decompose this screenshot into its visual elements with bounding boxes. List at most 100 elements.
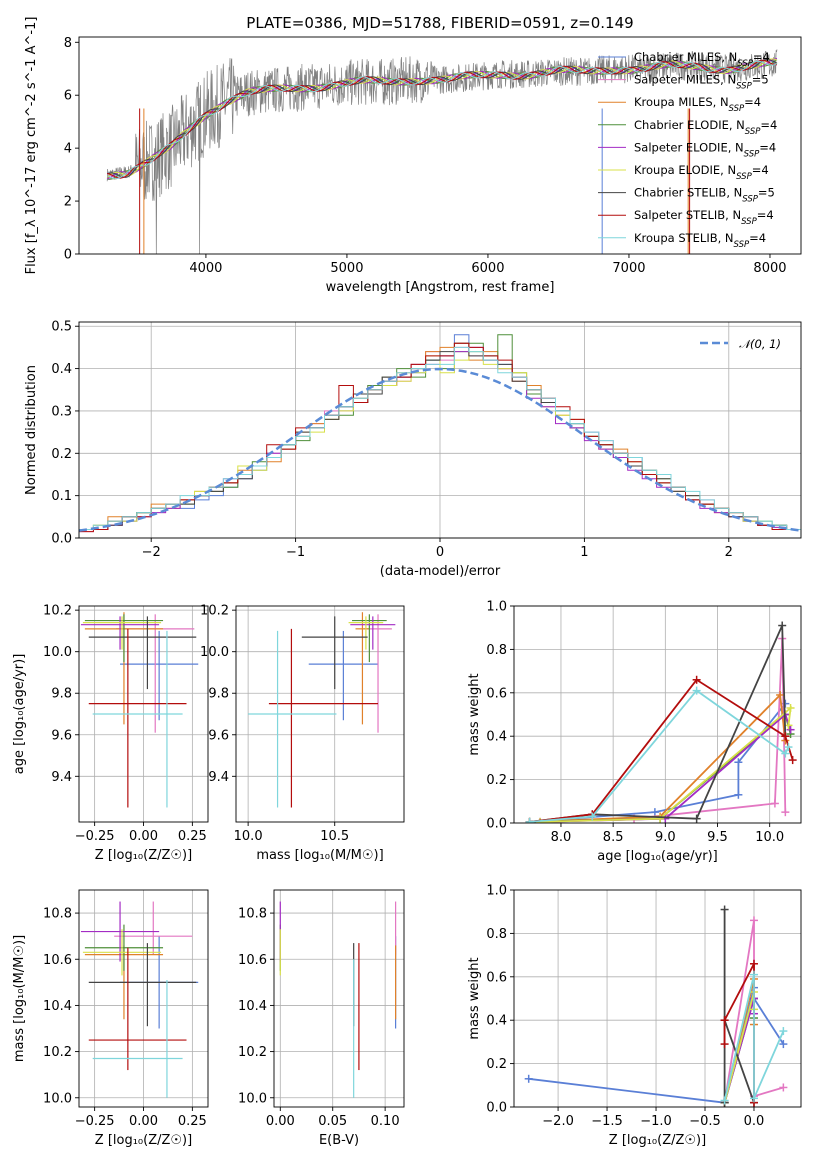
y-tick-label: 10.2: [238, 1045, 267, 1060]
x-tick-label: −1.5: [591, 1114, 623, 1129]
mass-weight-vs-age-frame: 8.0 8.5 9.0 9.5 10.0 0.0 0.2 0.4 0.6 0.8 1.0 age [l…: [467, 600, 802, 864]
x-tick-label: −0.5: [689, 1114, 721, 1129]
y-tick-label: 10.2: [43, 604, 72, 619]
legend-subscript: SSP: [737, 59, 753, 69]
spectrum-model-line: [106, 60, 778, 180]
legend-subscript: SSP: [742, 195, 758, 205]
y-tick-label: 10.0: [238, 1091, 267, 1106]
legend-value: =4: [753, 50, 770, 64]
x-tick-label: −1.0: [640, 1114, 672, 1129]
y-tick-label: 10.4: [238, 999, 267, 1014]
spectrum-model-line: [107, 59, 778, 179]
mass-weight-vs-age-axes-frame: [513, 605, 802, 824]
x-tick-label: 9.0: [655, 830, 676, 845]
legend-entry: Salpeter STELIB, NSSP=4: [634, 208, 774, 227]
legend-label: Chabrier MILES, N: [634, 50, 737, 64]
age-vs-mass-errorbars: [248, 612, 396, 808]
x-tick-label: 0.00: [129, 1114, 158, 1129]
x-tick-label: 0.25: [178, 1114, 207, 1129]
mass-vs-Z-frame: −0.25 0.00 0.25 10.0 10.2 10.4 10.6 10.8 Z [log₁…: [12, 889, 209, 1148]
age-vs-Z-ylabel: age [log₁₀(age/yr)]: [12, 654, 27, 775]
legend-value: =4: [760, 118, 777, 132]
legend-entry: Kroupa STELIB, NSSP=4: [634, 231, 766, 250]
age-vs-Z-frame: −0.25 0.00 0.25 9.4 9.6 9.8 10.0 10.2 Z [log₁₀(Z…: [12, 604, 209, 863]
mass-weight-vs-age-series: [525, 621, 797, 823]
legend-entry: Salpeter ELODIE, NSSP=4: [634, 140, 776, 159]
y-tick-label: 0.8: [486, 927, 507, 942]
legend-entry: Kroupa MILES, NSSP=4: [634, 95, 761, 114]
y-tick-label: 10.6: [238, 953, 267, 968]
x-tick-label: 2: [725, 545, 733, 560]
age-vs-Z-xlabel: Z [log₁₀(Z/Z☉)]: [95, 848, 192, 863]
mass-vs-EBV-frame: 0.00 0.05 0.10 10.0 10.2 10.4 10.6 10.8 E(B-V): [238, 889, 405, 1148]
y-tick-label: 9.6: [51, 728, 72, 743]
y-tick-label: 0.3: [51, 404, 72, 419]
x-tick-label: 6000: [471, 261, 504, 276]
spectrum-axes-frame: [78, 36, 802, 255]
legend-label: Salpeter MILES, N: [634, 73, 736, 87]
legend-label: Kroupa STELIB, N: [634, 231, 734, 245]
x-tick-label: 0.00: [266, 1114, 295, 1129]
mass-weight-vs-Z-frame: −2.0 −1.5 −1.0 −0.5 0.0 0.0 0.2 0.4 0.6 0.8 1.0 Z […: [467, 884, 802, 1148]
mass-vs-Z-xlabel: Z [log₁₀(Z/Z☉)]: [95, 1133, 192, 1148]
y-tick-label: 9.6: [208, 728, 229, 743]
y-tick-label: 10.0: [200, 645, 229, 660]
chart-panels: 4000 5000 6000 7000 8000 0 2 4 6 8 wavelength [Ang…: [12, 17, 802, 1148]
y-tick-label: 10.4: [43, 999, 72, 1014]
residuals-xlabel: (data-model)/error: [380, 564, 501, 579]
y-tick-label: 0.4: [51, 362, 72, 377]
weight-line: [723, 974, 785, 1101]
spectrum-title: PLATE=0386, MJD=51788, FIBERID=0591, z=0…: [246, 14, 633, 32]
y-tick-label: 0.6: [486, 686, 507, 701]
y-tick-label: 6: [64, 89, 72, 104]
mass-vs-Z-ylabel: mass [log₁₀(M/M☉)]: [12, 935, 27, 1062]
residuals-frame: −2 −1 0 1 2 0.0 0.1 0.2 0.3 0.4 0.5 (data-model)/er…: [24, 320, 802, 579]
mass-vs-Z-axes: [79, 890, 208, 1107]
spectrum-lines: [106, 49, 778, 254]
legend-entry: Chabrier MILES, NSSP=4: [634, 50, 770, 69]
spectrum-xlabel: wavelength [Angstrom, rest frame]: [326, 280, 555, 295]
y-tick-label: 2: [64, 195, 72, 210]
legend-label: Salpeter ELODIE, N: [634, 140, 744, 154]
mass-weight-vs-Z-ylabel: mass weight: [467, 957, 482, 1039]
y-tick-label: 0.1: [51, 489, 72, 504]
y-tick-label: 0: [64, 248, 72, 263]
mass-vs-EBV-xlabel: E(B-V): [319, 1133, 359, 1148]
legend-subscript: SSP: [745, 127, 761, 137]
legend-value: =5: [752, 73, 769, 87]
x-tick-label: 0.00: [129, 829, 158, 844]
y-tick-label: 1.0: [486, 884, 507, 899]
y-tick-label: 10.8: [43, 907, 72, 922]
legend-value: =4: [749, 231, 766, 245]
y-tick-label: 8: [64, 36, 72, 51]
mass-vs-EBV-plot-area: [274, 890, 404, 1107]
legend-subscript: SSP: [734, 240, 750, 250]
weight-line: [723, 909, 755, 1104]
spectrum-model-line: [106, 58, 778, 180]
legend-entry: 𝒩(0, 1): [739, 337, 781, 351]
legend-label: Chabrier STELIB, N: [634, 186, 742, 200]
y-tick-label: 0.5: [51, 320, 72, 335]
x-tick-label: 1: [580, 545, 588, 560]
x-tick-label: −1: [286, 545, 305, 560]
y-tick-label: 9.8: [51, 687, 72, 702]
y-tick-label: 10.2: [200, 604, 229, 619]
y-tick-label: 10.0: [43, 645, 72, 660]
x-tick-label: −2.0: [542, 1114, 574, 1129]
y-tick-label: 0.0: [486, 1101, 507, 1116]
residuals-legend: 𝒩(0, 1): [700, 337, 781, 351]
y-tick-label: 9.4: [208, 770, 229, 785]
legend-value: =4: [752, 163, 769, 177]
x-tick-label: 4000: [189, 261, 222, 276]
x-tick-label: 7000: [612, 261, 645, 276]
legend-subscript: SSP: [741, 217, 757, 227]
mass-vs-EBV-axes-frame: [273, 889, 405, 1108]
x-tick-label: 0.25: [178, 829, 207, 844]
normal-curve: [79, 367, 801, 532]
legend-label: Kroupa ELODIE, N: [634, 163, 736, 177]
x-tick-label: 0.0: [744, 1114, 765, 1129]
legend-value: =4: [759, 140, 776, 154]
y-tick-label: 0.4: [486, 730, 507, 745]
